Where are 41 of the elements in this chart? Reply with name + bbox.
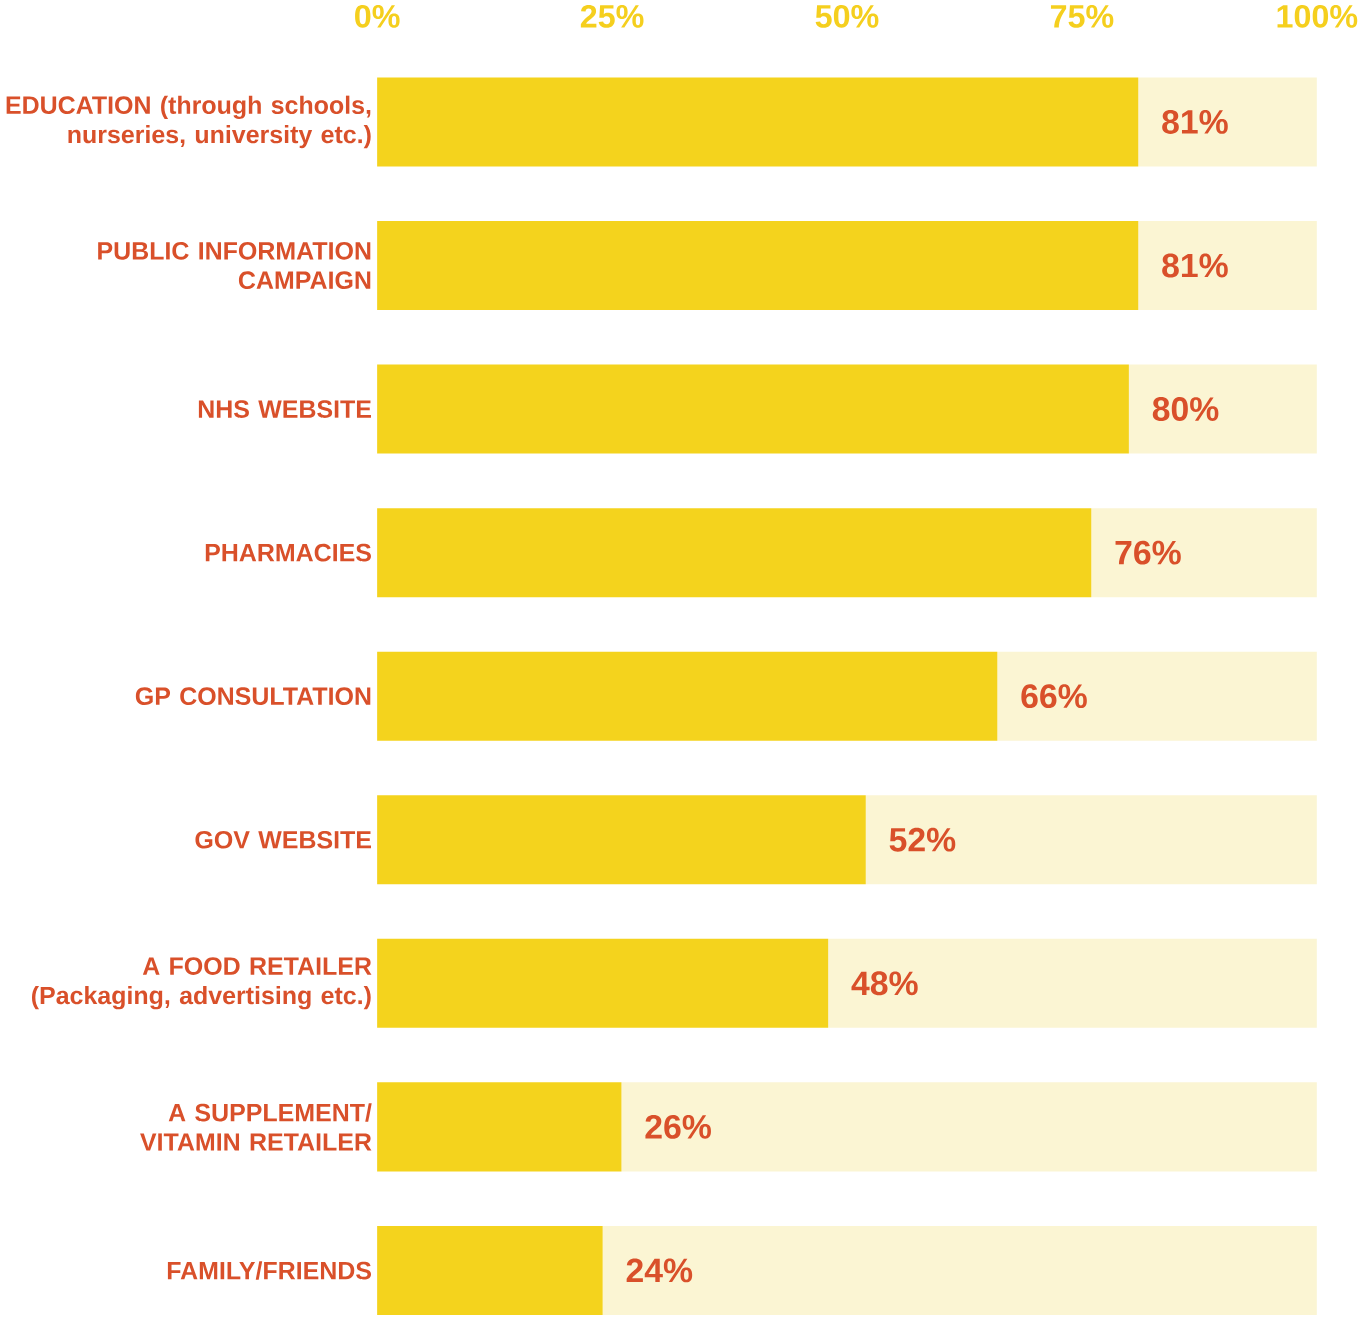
bar: [377, 1225, 603, 1315]
bar: [865, 795, 1317, 885]
data-label: 26%: [645, 1114, 711, 1139]
data-label: 66%: [1021, 684, 1087, 709]
y-tick-label: GOV WEBSITE: [195, 830, 371, 849]
y-tick-label: GP CONSULTATION: [135, 687, 371, 706]
y-tick-label: A SUPPLEMENT/ VITAMIN RETAILER: [140, 1103, 372, 1151]
data-label: 52%: [889, 827, 956, 852]
x-tick-label: 100%: [1277, 4, 1358, 28]
data-label: 81%: [1162, 110, 1228, 134]
bar: [1128, 364, 1317, 454]
data-label: 48%: [851, 971, 918, 996]
bar: [377, 651, 998, 741]
bar: [377, 221, 1139, 311]
bar: [377, 1082, 622, 1172]
x-tick-label: 50%: [815, 4, 879, 28]
bar: [377, 938, 829, 1028]
bar: [602, 1225, 1317, 1315]
data-label: 24%: [626, 1258, 693, 1283]
bar: [828, 938, 1317, 1028]
bar: [1138, 77, 1317, 167]
bar: [1138, 221, 1317, 311]
bar: [377, 508, 1092, 598]
y-tick-label: A FOOD RETAILER (Packaging, advertising etc.): [31, 957, 372, 1010]
y-tick-label: FAMILY/FRIENDS: [167, 1261, 372, 1280]
data-label: 80%: [1152, 397, 1219, 422]
bar: [1091, 508, 1317, 598]
y-tick-label: PUBLIC INFORMATION CAMPAIGN: [98, 242, 371, 290]
y-tick-label: EDUCATION (through schools, nurseries, university etc.): [6, 95, 371, 149]
x-tick-label: 25%: [580, 4, 644, 28]
y-tick-label: NHS WEBSITE: [198, 400, 371, 418]
x-tick-label: 0%: [355, 4, 400, 28]
x-tick-label: 75%: [1050, 4, 1114, 28]
data-label: 81%: [1162, 253, 1228, 278]
bar: [377, 795, 866, 885]
bar: [377, 364, 1129, 454]
bar: [997, 651, 1317, 741]
bar: [621, 1082, 1317, 1172]
y-tick-label: PHARMACIES: [205, 543, 371, 562]
data-label: 76%: [1115, 540, 1181, 565]
bar: [377, 77, 1139, 167]
